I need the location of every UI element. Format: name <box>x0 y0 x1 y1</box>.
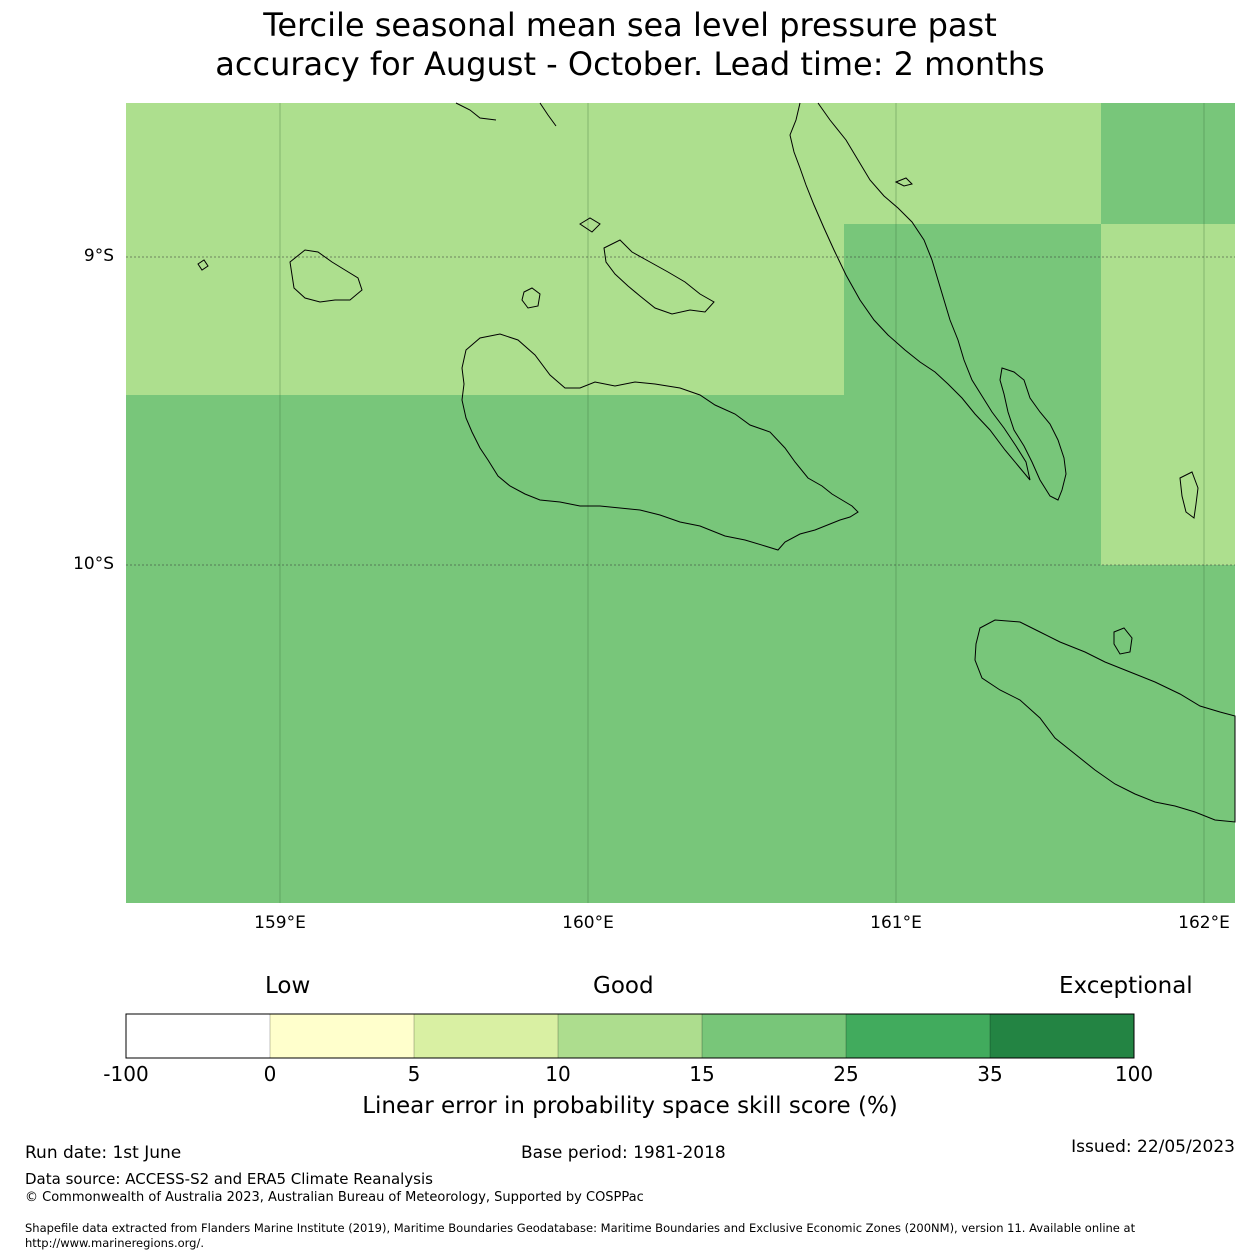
run-date: Run date: 1st June <box>25 1143 182 1163</box>
title-line-2: accuracy for August - October. Lead time… <box>215 45 1045 83</box>
colorbar-tick-15: 15 <box>689 1062 715 1086</box>
map-title: Tercile seasonal mean sea level pressure… <box>0 6 1260 84</box>
coast-rennell-shore <box>1179 471 1199 519</box>
colorbar-tick-5: 5 <box>407 1062 421 1086</box>
coast-malaita <box>789 102 1031 481</box>
colorbar-tick-10: 10 <box>545 1062 571 1086</box>
graticule <box>126 103 1235 903</box>
coast-small-islet-e <box>894 177 913 187</box>
colorbar-tick-35: 35 <box>977 1062 1003 1086</box>
category-low: Low <box>265 973 311 999</box>
data-source: Data source: ACCESS-S2 and ERA5 Climate … <box>25 1170 433 1188</box>
coast-north-islets <box>455 102 557 127</box>
lat-label-9s: 9°S <box>83 246 114 266</box>
category-good: Good <box>593 973 654 999</box>
lon-label-161e: 161°E <box>870 913 922 933</box>
skill-cells <box>126 103 1235 903</box>
lat-label-10s: 10°S <box>73 554 114 574</box>
colorbar-tick-0: 0 <box>263 1062 277 1086</box>
coast-florida-islands <box>603 239 715 315</box>
coast-maramasike <box>999 367 1067 501</box>
colorbar-tick-25: 25 <box>833 1062 859 1086</box>
lon-label-160e: 160°E <box>562 913 614 933</box>
shapefile-credit-line2: http://www.marineregions.org/. <box>25 1236 204 1250</box>
cell-light-west <box>126 224 844 395</box>
cell-dark-south <box>126 565 1235 903</box>
category-exceptional: Exceptional <box>1059 973 1193 999</box>
coast-guadalcanal <box>461 333 859 551</box>
cell-light-east <box>1101 224 1235 565</box>
colorbar <box>125 1013 1135 1059</box>
colorbar-segment-6 <box>846 1014 990 1058</box>
colorbar-segment-2 <box>270 1014 414 1058</box>
coast-makira <box>974 619 1236 823</box>
colorbar-segment-4 <box>558 1014 702 1058</box>
coast-savo <box>521 287 541 309</box>
colorbar-tick-minus100: -100 <box>103 1062 149 1086</box>
cell-light-north <box>126 103 1101 224</box>
lon-label-162e: 162°E <box>1178 913 1230 933</box>
coastlines <box>197 102 1236 823</box>
cell-dark-northeast <box>1101 103 1235 224</box>
base-period: Base period: 1981-2018 <box>521 1143 726 1163</box>
coast-small-islet-w <box>197 259 209 271</box>
copyright: © Commonwealth of Australia 2023, Austra… <box>25 1190 644 1205</box>
colorbar-segment-1 <box>126 1014 270 1058</box>
lon-label-159e: 159°E <box>254 913 306 933</box>
colorbar-label: Linear error in probability space skill … <box>362 1093 898 1119</box>
colorbar-segment-5 <box>702 1014 846 1058</box>
cell-dark-central <box>844 224 1101 395</box>
title-line-1: Tercile seasonal mean sea level pressure… <box>263 6 997 44</box>
coast-ulawa-islet <box>1113 627 1133 655</box>
colorbar-segment-3 <box>414 1014 558 1058</box>
coast-small-islet-ne <box>579 217 601 233</box>
issued-date: Issued: 22/05/2023 <box>1071 1137 1235 1157</box>
cell-dark-middle <box>126 395 1101 565</box>
coast-russell-islands <box>289 249 363 303</box>
colorbar-segment-7 <box>990 1014 1134 1058</box>
colorbar-tick-100: 100 <box>1114 1062 1154 1086</box>
shapefile-credit-line1: Shapefile data extracted from Flanders M… <box>25 1221 1136 1235</box>
colorbar-outline <box>125 1013 1135 1059</box>
